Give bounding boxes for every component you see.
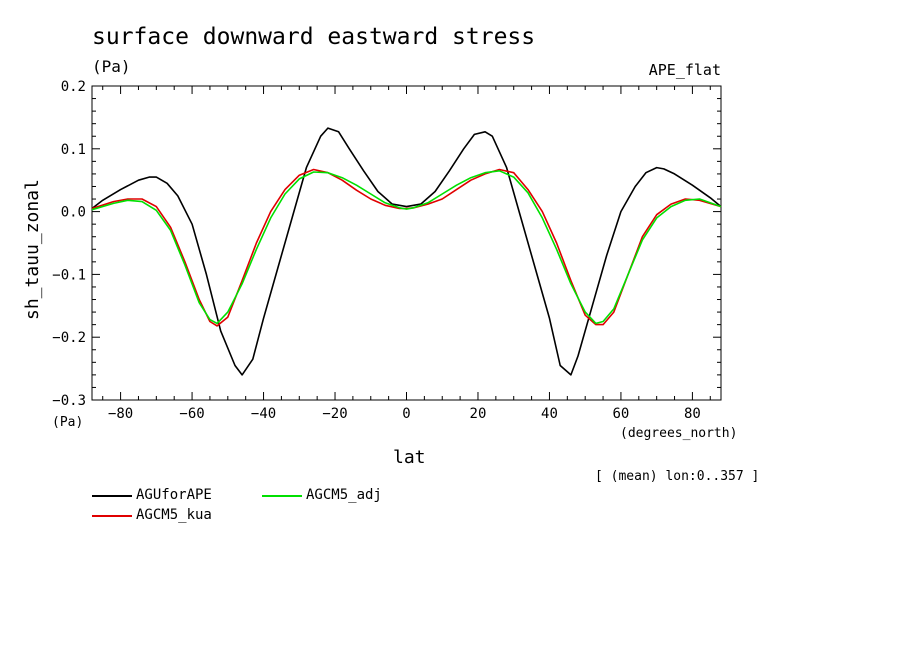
x-tick-label: 40 (541, 406, 558, 422)
series-line-aguforape (91, 127, 722, 376)
x-tick-label: −20 (322, 406, 347, 422)
dataset-label: APE_flat (648, 61, 721, 79)
legend-swatch (262, 495, 302, 497)
legend-label: AGUforAPE (136, 487, 212, 503)
legend-label: AGCM5_kua (136, 507, 212, 523)
units-label-top: (Pa) (92, 57, 131, 76)
x-tick-label: 0 (402, 406, 410, 422)
series-line-agcm5-adj (91, 170, 722, 325)
units-label-bottom: (Pa) (52, 415, 84, 430)
y-tick-label: 0.0 (61, 205, 86, 221)
y-tick-label: 0.2 (61, 79, 86, 95)
x-tick-label: 80 (684, 406, 701, 422)
averaging-note: [ (mean) lon:0..357 ] (595, 469, 760, 484)
chart-title: surface downward eastward stress (92, 24, 536, 50)
x-tick-label: −60 (179, 406, 204, 422)
legend-swatch (92, 515, 132, 517)
x-axis-label: lat (393, 447, 426, 468)
x-axis-units: (degrees_north) (620, 426, 738, 441)
legend-label: AGCM5_adj (306, 487, 382, 503)
y-tick-label: −0.1 (52, 267, 86, 283)
series-line-agcm5-kua (91, 168, 722, 327)
y-tick-label: −0.2 (52, 330, 86, 346)
x-tick-label: 60 (613, 406, 630, 422)
x-tick-label: −40 (251, 406, 276, 422)
legend-swatch (92, 495, 132, 497)
y-tick-label: −0.3 (52, 393, 86, 409)
x-tick-label: −80 (108, 406, 133, 422)
plot-frame (91, 85, 722, 401)
x-tick-label: 20 (470, 406, 487, 422)
y-tick-label: 0.1 (61, 142, 86, 158)
